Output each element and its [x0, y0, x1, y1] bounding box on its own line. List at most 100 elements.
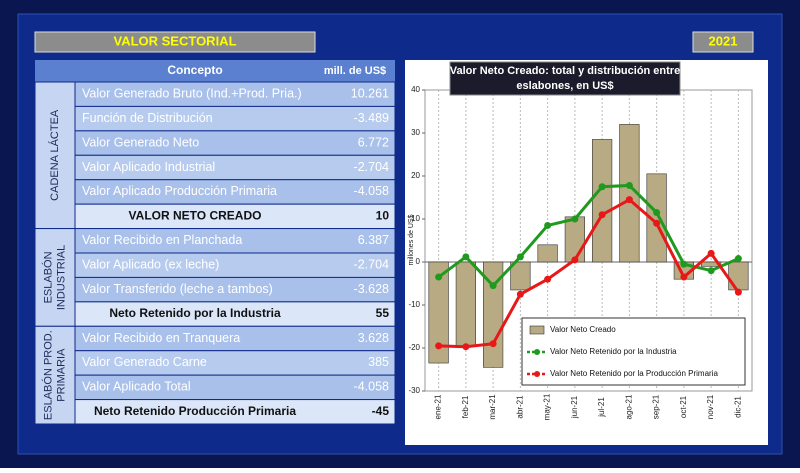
x-tick-label: dic-21 [733, 396, 742, 418]
row-bg [74, 154, 396, 181]
legend-label: Valor Neto Retenido por la Producción Pr… [550, 369, 718, 378]
group-cell [34, 228, 76, 327]
group-cell [34, 81, 76, 230]
row-value: 6.772 [358, 135, 389, 149]
bar [728, 261, 749, 291]
row-bg [74, 228, 396, 254]
x-tick-label: mar-21 [488, 394, 497, 420]
row-bg [74, 350, 396, 376]
x-tick-label: ene-21 [434, 394, 443, 419]
row-value: -2.704 [354, 258, 389, 272]
row-label: Valor Aplicado Producción Primaria [82, 184, 277, 198]
row-bg [74, 105, 396, 132]
point [734, 255, 742, 263]
legend-swatch [534, 371, 540, 377]
y-tick-label: 0 [416, 257, 421, 266]
group-label: ESLABÓN PROD. [41, 330, 54, 420]
legend-swatch [534, 349, 540, 355]
point [544, 221, 552, 229]
point [489, 282, 497, 290]
y-tick-label: -30 [408, 386, 420, 395]
row-label: Función de Distribución [82, 111, 213, 125]
point [598, 183, 606, 191]
x-tick-label: jul-21 [597, 397, 606, 418]
x-tick-label: may-21 [543, 393, 552, 420]
row-bg [74, 276, 396, 303]
point [516, 253, 524, 261]
row-value: -3.489 [354, 111, 389, 125]
point [653, 209, 661, 217]
bar [564, 216, 585, 263]
point [734, 288, 742, 296]
row-label: Valor Generado Carne [82, 355, 207, 369]
row-value: 385 [368, 355, 389, 369]
point [462, 253, 470, 261]
total-label: VALOR NETO CREADO [129, 209, 262, 223]
row-label: Valor Recibido en Tranquera [82, 331, 240, 345]
table-header [35, 60, 395, 82]
total-bg [74, 203, 396, 230]
x-tick-label: jun-21 [570, 395, 579, 419]
row-bg [74, 81, 396, 107]
total-value: 55 [376, 306, 390, 320]
point [625, 196, 633, 204]
chart-title: eslabones, en US$ [516, 80, 613, 92]
total-value: -45 [372, 404, 390, 418]
bar [510, 261, 531, 291]
x-tick-label: oct-21 [679, 395, 688, 418]
point [571, 215, 579, 223]
line [438, 197, 740, 349]
bar [537, 244, 558, 263]
legend [521, 317, 746, 386]
year-box [692, 31, 754, 53]
row-label: Valor Transferido (leche a tambos) [82, 282, 273, 296]
row-label: Valor Aplicado Total [82, 380, 191, 394]
point [435, 273, 443, 281]
group-label: PRIMARIA [55, 348, 67, 402]
total-value: 10 [376, 209, 390, 223]
legend-swatch [529, 325, 545, 335]
group-label: ESLABÓN [41, 251, 54, 303]
row-label: Valor Recibido en Planchada [82, 233, 242, 247]
point [462, 343, 470, 351]
y-tick-label: 30 [411, 128, 420, 137]
y-tick-label: -20 [408, 343, 420, 352]
row-value: 6.387 [358, 233, 389, 247]
row-bg [74, 252, 396, 278]
point [625, 181, 633, 189]
x-tick-label: feb-21 [461, 395, 470, 418]
point [544, 275, 552, 283]
point [516, 290, 524, 298]
total-bg [74, 301, 396, 327]
total-bg [74, 399, 396, 425]
bar [455, 261, 476, 347]
row-label: Valor Generado Bruto (Ind.+Prod. Pria.) [82, 87, 302, 101]
row-value: -2.704 [354, 160, 389, 174]
line [437, 183, 739, 288]
point [653, 219, 661, 227]
point [598, 211, 606, 219]
row-value: 10.261 [351, 87, 389, 101]
year: 2021 [709, 33, 738, 48]
chart-title: Valor Neto Creado: total y distribución … [450, 65, 680, 77]
bar [646, 173, 667, 263]
bar [483, 261, 504, 368]
point [707, 267, 715, 275]
x-tick-label: nov-21 [706, 394, 715, 419]
bar [428, 261, 449, 364]
row-bg [74, 179, 396, 205]
total-label: Neto Retenido por la Industria [109, 306, 281, 320]
point [571, 256, 579, 264]
x-tick-label: abr-21 [515, 395, 524, 419]
title: VALOR SECTORIAL [113, 33, 236, 48]
point [707, 249, 715, 257]
y-tick-label: 20 [411, 171, 420, 180]
bar [701, 261, 722, 267]
y-axis-label: millones de US$ [408, 214, 415, 265]
x-tick-label: ago-21 [624, 394, 633, 419]
y-tick-label: 10 [411, 214, 420, 223]
row-bg [74, 325, 396, 352]
row-bg [74, 130, 396, 156]
row-label: Valor Generado Neto [82, 135, 199, 149]
row-label: Valor Aplicado (ex leche) [82, 258, 219, 272]
